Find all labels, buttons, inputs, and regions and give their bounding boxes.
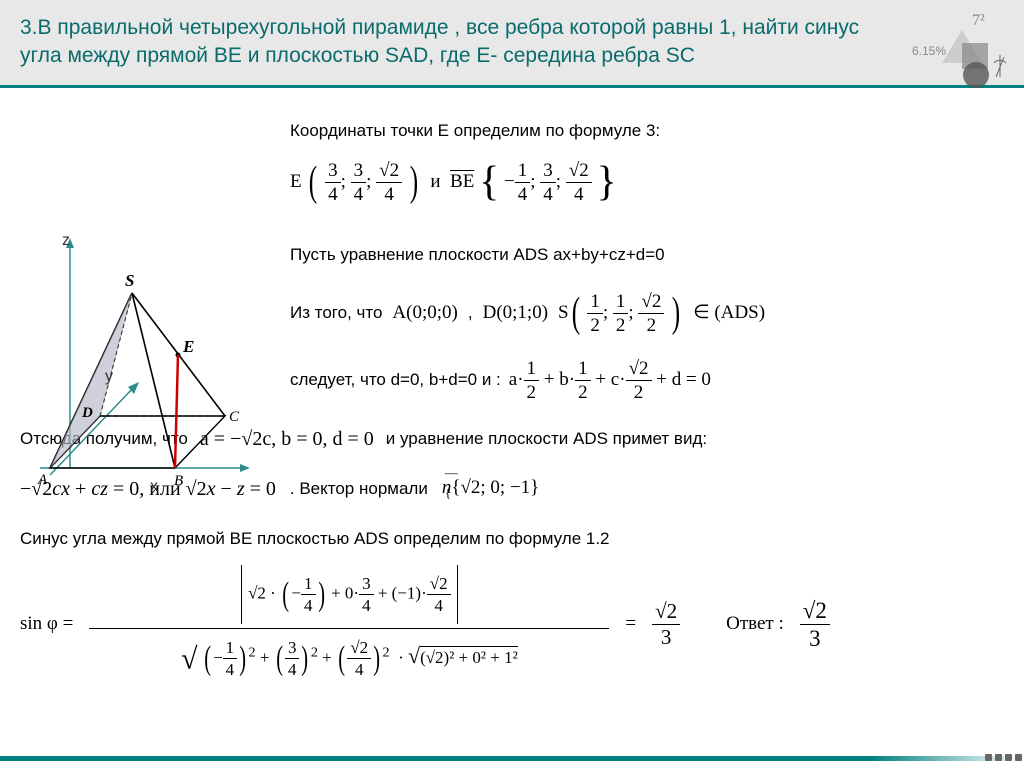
eq-5: a·12 + b·12 + c·√22 + d = 0 xyxy=(509,359,711,402)
svg-text:7²: 7² xyxy=(972,12,985,29)
svg-text:D: D xyxy=(81,405,93,421)
svg-text:E: E xyxy=(182,337,194,356)
footer-dots xyxy=(985,754,1022,761)
line-7b: . Вектор нормали xyxy=(290,476,428,502)
footer-accent-line xyxy=(0,756,1024,761)
line-4a: Из того, что xyxy=(290,300,382,326)
pyramid-diagram: S E D C A B z y x xyxy=(20,238,250,498)
y-axis-label: y xyxy=(105,368,113,386)
pt-d: D(0;1;0) xyxy=(483,299,548,328)
svg-text:B: B xyxy=(174,473,183,489)
pt-s: S( 12; 12; √22 ) xyxy=(558,282,683,345)
content-area: S E D C A B z y x Координаты точки Е опр… xyxy=(0,88,1024,695)
problem-header: 3.В правильной четырехугольной пирамиде … xyxy=(0,0,1024,88)
svg-text:C: C xyxy=(229,409,240,425)
in-ads: ∈ (ADS) xyxy=(693,299,765,328)
normal-vec: —{n{√2; 0; −1} xyxy=(442,474,539,503)
svg-text:A: A xyxy=(37,472,48,488)
sin-label: sin φ = xyxy=(20,610,73,639)
svg-text:S: S xyxy=(125,271,134,290)
line-1: Координаты точки Е определим по формуле … xyxy=(290,118,1004,144)
and-word: и xyxy=(430,171,440,192)
line-6b: и уравнение плоскости ADS примет вид: xyxy=(386,426,707,452)
header-text: 3.В правильной четырехугольной пирамиде … xyxy=(20,14,900,71)
x-axis-label: x xyxy=(150,478,158,496)
be-label: BE xyxy=(450,171,474,192)
answer-label: Ответ : xyxy=(726,610,784,639)
line-3: Пусть уравнение плоскости ADS ax+by+cz+d… xyxy=(290,242,1004,268)
line-4: Из того, что A(0;0;0), D(0;1;0) S( 12; 1… xyxy=(290,282,1004,345)
z-axis-label: z xyxy=(62,232,70,250)
pt-a: A(0;0;0) xyxy=(392,299,457,328)
e-label: E xyxy=(290,171,302,192)
final-formula: sin φ = √2 · (−14) + 0·34 + (−1)·√24 √ (… xyxy=(20,565,1004,684)
svg-text:6.15%: 6.15% xyxy=(912,44,946,58)
e-be-coords: E ( 34; 34; √24 ) и BE { −14; 34; √24 } xyxy=(290,151,1004,214)
line-8: Синус угла между прямой BE плоскостью AD… xyxy=(20,526,1004,552)
header-decoration: 7² 6.15% xyxy=(904,5,1014,95)
line-5: следует, что d=0, b+d=0 и : a·12 + b·12 … xyxy=(290,359,1004,402)
line-5a: следует, что d=0, b+d=0 и : xyxy=(290,367,501,393)
